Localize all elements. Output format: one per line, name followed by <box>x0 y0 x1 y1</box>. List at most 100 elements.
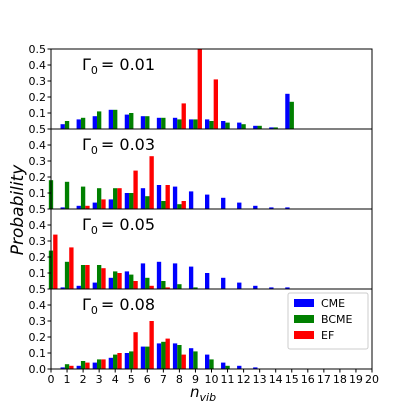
bar-bcme-8 <box>177 119 182 129</box>
legend-swatch-ef <box>294 331 314 339</box>
y-tick-label: 0.5 <box>29 203 47 216</box>
y-tick-label: 0.1 <box>29 187 47 200</box>
panel-label-value: = 0.01 <box>101 55 155 74</box>
bar-ef-8 <box>181 103 186 129</box>
bar-cme-3 <box>92 202 97 209</box>
x-tick-label: 13 <box>253 373 267 386</box>
bar-bcme-10 <box>209 359 214 369</box>
bar-ef-6 <box>149 321 154 369</box>
bar-cme-5 <box>124 114 130 129</box>
bar-bcme-15 <box>289 101 294 129</box>
x-tick-label: 12 <box>237 373 251 386</box>
bar-bcme-13 <box>257 125 262 129</box>
y-tick-label: 0.2 <box>29 171 47 184</box>
bar-bcme-3 <box>96 359 102 369</box>
bar-bcme-5 <box>129 351 134 369</box>
legend-swatch-bcme <box>294 315 314 323</box>
bar-cme-11 <box>221 121 226 129</box>
x-axis-label: nvib <box>190 383 216 404</box>
bar-cme-10 <box>205 119 210 129</box>
bar-cme-9 <box>188 266 194 289</box>
bar-cme-10 <box>205 273 210 289</box>
bar-ef-8 <box>181 354 186 369</box>
bar-cme-13 <box>253 367 258 369</box>
bar-bcme-8 <box>177 204 182 209</box>
bar-bcme-4 <box>113 354 118 369</box>
legend: CME BCME EF <box>287 292 369 350</box>
bar-cme-1 <box>60 367 65 369</box>
bar-cme-10 <box>205 194 210 209</box>
bar-cme-3 <box>92 116 97 129</box>
bar-cme-6 <box>140 346 146 369</box>
bar-bcme-10 <box>209 121 214 129</box>
y-axis-label: Probability <box>8 164 28 255</box>
bar-cme-2 <box>76 205 81 209</box>
y-tick-label: 0.3 <box>29 315 47 328</box>
bar-bcme-8 <box>177 284 182 289</box>
bar-ef-3 <box>101 199 106 209</box>
bar-cme-1 <box>60 124 65 129</box>
bar-cme-11 <box>221 362 226 369</box>
bar-bcme-12 <box>241 124 246 129</box>
bar-ef-3 <box>101 359 106 369</box>
bar-ef-1 <box>69 365 74 369</box>
x-tick-label: 4 <box>112 373 119 386</box>
bar-cme-2 <box>76 119 81 129</box>
bar-ef-2 <box>85 362 90 369</box>
bar-ef-10 <box>213 79 218 129</box>
bar-ef-8 <box>181 201 186 209</box>
x-tick-label: 0 <box>48 373 55 386</box>
bar-ef-4 <box>117 273 122 289</box>
bar-cme-7 <box>156 117 162 129</box>
bar-cme-6 <box>140 188 146 209</box>
y-tick-label: 0.1 <box>29 107 47 120</box>
bar-bcme-2 <box>80 361 86 369</box>
bar-ef-1 <box>69 247 74 289</box>
y-tick-label: 0.1 <box>29 267 47 280</box>
legend-label-cme: CME <box>321 297 345 310</box>
bar-bcme-4 <box>113 271 118 289</box>
x-tick-label: 14 <box>269 373 283 386</box>
bar-ef-5 <box>133 170 138 209</box>
bar-ef-0 <box>53 234 58 289</box>
bar-bcme-9 <box>193 287 198 289</box>
bar-cme-10 <box>205 354 210 369</box>
bar-ef-9 <box>197 49 202 129</box>
x-tick-label: 6 <box>144 373 151 386</box>
y-tick-label: 0.3 <box>29 235 47 248</box>
x-tick-label: 19 <box>349 373 363 386</box>
panel-label-subscript: 0 <box>91 304 98 317</box>
legend-swatch-cme <box>294 299 314 307</box>
bar-bcme-8 <box>177 345 182 369</box>
bar-ef-7 <box>165 287 170 289</box>
y-tick-label: 0.2 <box>29 91 47 104</box>
bar-cme-9 <box>188 119 194 129</box>
x-tick-label: 1 <box>64 373 71 386</box>
bar-cme-8 <box>172 343 178 369</box>
bar-cme-15 <box>285 93 290 129</box>
panel-label: Γ0 = 0.01 <box>82 55 155 77</box>
bar-bcme-11 <box>225 365 230 369</box>
x-tick-label: 11 <box>221 373 235 386</box>
y-tick-label: 0.0 <box>29 363 47 376</box>
bar-bcme-1 <box>64 181 70 209</box>
bar-bcme-6 <box>145 346 150 369</box>
bar-bcme-5 <box>129 193 134 209</box>
bar-cme-1 <box>60 207 65 209</box>
bar-ef-5 <box>133 332 138 369</box>
y-tick-label: 0.4 <box>29 219 47 232</box>
bar-cme-6 <box>140 116 146 129</box>
bar-cme-3 <box>92 282 97 289</box>
y-tick-label: 0.3 <box>29 155 47 168</box>
bar-cme-1 <box>60 287 65 289</box>
x-tick-label: 20 <box>365 373 379 386</box>
y-tick-label: 0.4 <box>29 299 47 312</box>
x-tick-label: 15 <box>285 373 299 386</box>
panel-label-subscript: 0 <box>91 64 98 77</box>
bar-bcme-4 <box>113 109 118 129</box>
panel-label-subscript: 0 <box>91 144 98 157</box>
bar-bcme-3 <box>96 188 102 209</box>
bar-cme-3 <box>92 362 97 369</box>
bar-cme-8 <box>172 263 178 289</box>
